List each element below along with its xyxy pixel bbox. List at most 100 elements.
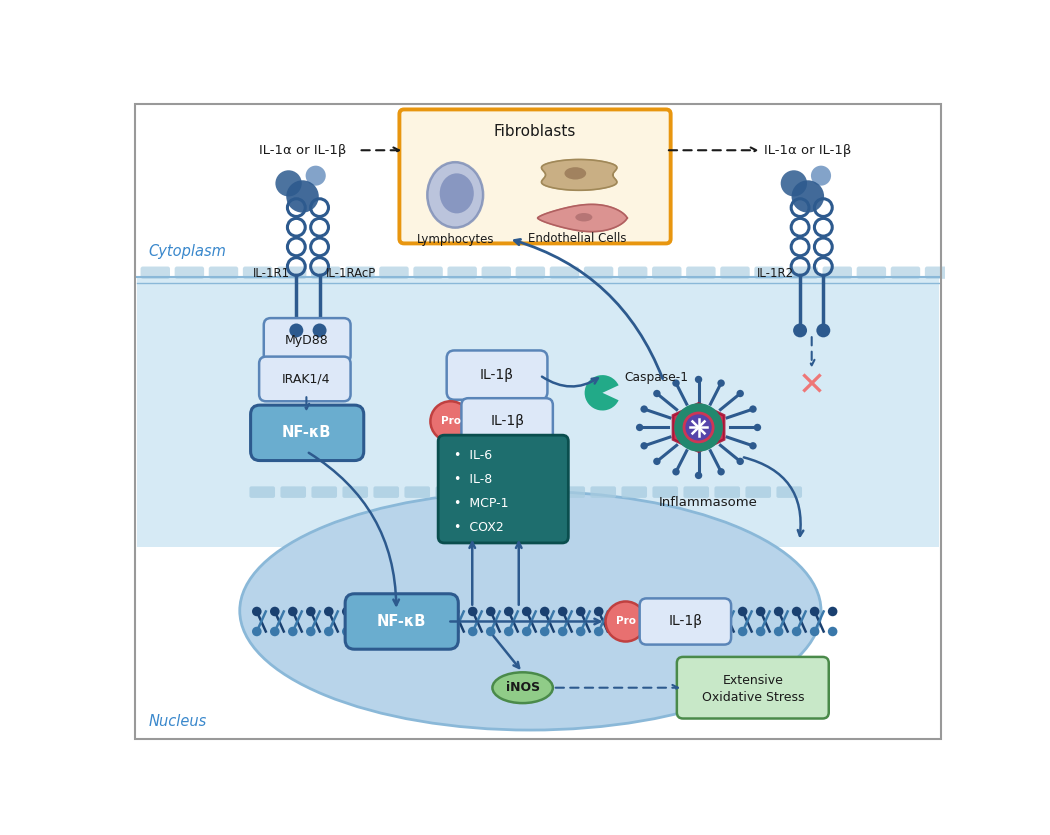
Circle shape	[653, 458, 660, 465]
FancyBboxPatch shape	[890, 266, 920, 279]
FancyBboxPatch shape	[250, 486, 275, 498]
Circle shape	[793, 323, 807, 337]
Circle shape	[270, 627, 279, 636]
FancyBboxPatch shape	[754, 266, 783, 279]
Circle shape	[306, 165, 326, 185]
FancyBboxPatch shape	[652, 266, 681, 279]
FancyBboxPatch shape	[746, 486, 771, 498]
Circle shape	[306, 607, 316, 616]
FancyBboxPatch shape	[677, 657, 828, 718]
Circle shape	[672, 379, 679, 387]
Circle shape	[792, 180, 824, 213]
FancyBboxPatch shape	[404, 486, 430, 498]
FancyBboxPatch shape	[684, 486, 709, 498]
Circle shape	[522, 627, 531, 636]
Circle shape	[504, 607, 513, 616]
FancyBboxPatch shape	[311, 266, 340, 279]
Circle shape	[612, 627, 622, 636]
Circle shape	[252, 607, 261, 616]
Circle shape	[754, 423, 761, 431]
Circle shape	[486, 627, 496, 636]
FancyBboxPatch shape	[264, 318, 351, 362]
Circle shape	[827, 627, 838, 636]
FancyBboxPatch shape	[251, 405, 363, 461]
FancyBboxPatch shape	[345, 266, 375, 279]
Circle shape	[810, 607, 819, 616]
Circle shape	[738, 627, 748, 636]
Polygon shape	[673, 403, 724, 452]
Circle shape	[666, 607, 675, 616]
Circle shape	[313, 323, 327, 337]
Circle shape	[558, 607, 567, 616]
Circle shape	[360, 607, 370, 616]
Circle shape	[432, 627, 442, 636]
FancyBboxPatch shape	[447, 266, 477, 279]
FancyBboxPatch shape	[652, 486, 678, 498]
FancyBboxPatch shape	[259, 357, 351, 402]
Circle shape	[630, 607, 639, 616]
Text: •  IL-8: • IL-8	[454, 473, 491, 486]
Circle shape	[811, 165, 832, 185]
FancyBboxPatch shape	[925, 266, 954, 279]
Circle shape	[342, 607, 352, 616]
Circle shape	[414, 607, 423, 616]
Circle shape	[666, 627, 675, 636]
Circle shape	[486, 607, 496, 616]
FancyBboxPatch shape	[528, 486, 554, 498]
FancyBboxPatch shape	[436, 486, 461, 498]
FancyBboxPatch shape	[590, 486, 616, 498]
Text: Caspase-1: Caspase-1	[624, 371, 688, 384]
Circle shape	[540, 627, 549, 636]
Circle shape	[430, 402, 470, 442]
Circle shape	[684, 607, 693, 616]
Circle shape	[252, 627, 261, 636]
FancyBboxPatch shape	[312, 486, 337, 498]
Bar	[138, 277, 939, 547]
Circle shape	[324, 627, 334, 636]
Circle shape	[342, 627, 352, 636]
Circle shape	[468, 627, 478, 636]
Text: Endothelial Cells: Endothelial Cells	[527, 232, 626, 245]
Circle shape	[750, 442, 757, 449]
Circle shape	[288, 627, 297, 636]
FancyBboxPatch shape	[550, 266, 580, 279]
Circle shape	[558, 627, 567, 636]
FancyBboxPatch shape	[374, 486, 399, 498]
Circle shape	[774, 607, 783, 616]
FancyBboxPatch shape	[720, 266, 750, 279]
Text: IL-1RAcP: IL-1RAcP	[326, 267, 376, 280]
Circle shape	[717, 468, 724, 475]
Text: Pro: Pro	[441, 417, 461, 427]
Circle shape	[468, 607, 478, 616]
FancyBboxPatch shape	[622, 486, 647, 498]
Text: Lymphocytes: Lymphocytes	[417, 233, 494, 246]
Circle shape	[450, 627, 460, 636]
Circle shape	[378, 627, 387, 636]
Text: ✕: ✕	[798, 369, 825, 402]
Text: •  IL-6: • IL-6	[454, 449, 491, 463]
Text: IL-1β: IL-1β	[669, 615, 702, 629]
Circle shape	[827, 607, 838, 616]
Circle shape	[287, 180, 319, 213]
Ellipse shape	[565, 167, 586, 180]
Circle shape	[612, 607, 622, 616]
Circle shape	[686, 414, 712, 441]
FancyBboxPatch shape	[714, 486, 740, 498]
Ellipse shape	[440, 174, 474, 214]
Text: IL-1β: IL-1β	[480, 368, 514, 382]
Circle shape	[717, 379, 724, 387]
Circle shape	[701, 607, 712, 616]
FancyBboxPatch shape	[141, 266, 170, 279]
Circle shape	[288, 607, 297, 616]
Circle shape	[810, 627, 819, 636]
Circle shape	[816, 323, 831, 337]
Circle shape	[792, 627, 801, 636]
Circle shape	[640, 442, 648, 449]
Text: Fibroblasts: Fibroblasts	[494, 124, 576, 139]
Circle shape	[396, 607, 405, 616]
Circle shape	[756, 627, 765, 636]
Circle shape	[640, 405, 648, 412]
Circle shape	[414, 627, 423, 636]
FancyBboxPatch shape	[209, 266, 238, 279]
FancyBboxPatch shape	[618, 266, 648, 279]
